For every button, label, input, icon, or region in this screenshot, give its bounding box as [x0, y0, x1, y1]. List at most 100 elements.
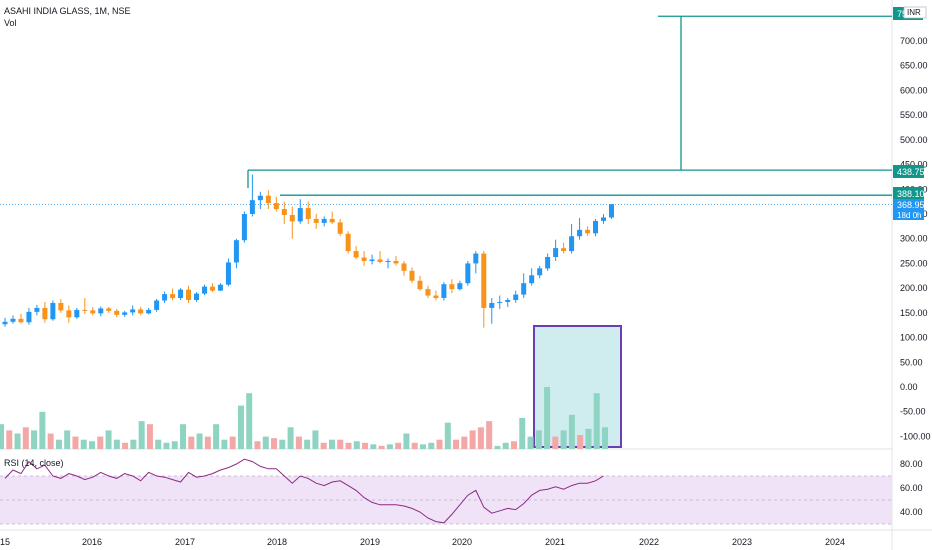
- volume-bar: [502, 442, 509, 449]
- candle-body: [74, 309, 80, 318]
- volume-bar: [138, 421, 145, 449]
- candle-body: [217, 284, 223, 291]
- candle-body: [170, 294, 176, 299]
- volume-bar: [196, 433, 203, 449]
- volume-bar: [345, 442, 352, 449]
- price-tick-label: 550.00: [900, 110, 928, 120]
- candle-body: [505, 300, 511, 302]
- candle-body: [305, 208, 311, 219]
- candle-body: [42, 307, 48, 320]
- volume-bar: [395, 442, 402, 449]
- currency-label: INR: [907, 8, 921, 17]
- candle-body: [26, 311, 32, 323]
- volume-bar: [113, 439, 120, 449]
- volume-bar: [378, 445, 385, 449]
- candle-body: [273, 203, 279, 210]
- candle-body: [585, 229, 591, 234]
- candle-body: [58, 302, 64, 311]
- candle-body: [18, 318, 24, 323]
- volume-bar: [0, 424, 4, 449]
- level-1-badge-text: 438.75: [897, 167, 925, 177]
- candle-body: [178, 289, 184, 299]
- plot-background: [0, 0, 892, 530]
- price-tick-label: 450.00: [900, 160, 928, 170]
- candle-body: [441, 284, 447, 299]
- candle-body: [497, 301, 503, 303]
- volume-bar: [122, 442, 129, 449]
- price-tick-label: 250.00: [900, 258, 928, 268]
- volume-bar: [105, 430, 112, 449]
- currency-box[interactable]: [903, 6, 927, 19]
- volume-bar: [229, 436, 236, 449]
- volume-bar: [585, 428, 592, 449]
- volume-bar: [72, 436, 79, 449]
- volume-bar: [80, 439, 87, 449]
- candle-body: [393, 260, 399, 264]
- candle-body: [138, 309, 144, 314]
- volume-bar: [246, 393, 253, 449]
- candle-body: [313, 218, 319, 223]
- rsi-axis[interactable]: 80.00 60.00 40.00: [900, 459, 923, 517]
- candle-body: [345, 233, 351, 252]
- volume-bar: [155, 439, 162, 449]
- volume-bar: [146, 424, 153, 449]
- volume-bar: [328, 439, 335, 449]
- candle-body: [82, 309, 88, 311]
- volume-bar: [593, 393, 600, 449]
- volume-bar: [560, 430, 567, 449]
- candle-body: [409, 270, 415, 281]
- volume-bar: [486, 421, 493, 449]
- candle-body: [385, 260, 391, 262]
- price-tick-label: 100.00: [900, 333, 928, 343]
- rsi-tick-label: 40.00: [900, 507, 923, 517]
- last-price-badge: [893, 199, 924, 220]
- volume-bar: [453, 439, 460, 449]
- candle-body: [281, 209, 287, 215]
- volume-bar: [213, 424, 220, 449]
- candle-body: [489, 302, 495, 308]
- time-tick-label: 2022: [639, 537, 659, 547]
- candle-body: [577, 229, 583, 237]
- rsi-layer: [0, 458, 892, 525]
- price-tick-label: 600.00: [900, 85, 928, 95]
- candle-body: [90, 310, 96, 314]
- price-tick-label: 700.00: [900, 36, 928, 46]
- candle-body: [146, 309, 152, 314]
- candle-body: [241, 214, 247, 241]
- candle-body: [545, 257, 551, 269]
- candle-body: [130, 309, 136, 313]
- volume-bar: [403, 433, 410, 449]
- candle-layer: [2, 174, 614, 328]
- candle-body: [569, 236, 575, 252]
- volume-bar: [419, 444, 426, 449]
- price-tick-label: 300.00: [900, 234, 928, 244]
- time-tick-label: 2018: [267, 537, 287, 547]
- level-2-badge-text: 388.10: [897, 189, 925, 199]
- candle-body: [433, 295, 439, 299]
- candle-body: [329, 218, 335, 223]
- candle-body: [361, 257, 367, 261]
- time-axis[interactable]: 15 2016 2017 2018 2019 2020 2021 2022 2023 2024: [0, 537, 845, 547]
- price-tick-label: 150.00: [900, 308, 928, 318]
- time-tick-label: 2019: [360, 537, 380, 547]
- volume-bar: [602, 427, 608, 449]
- volume-bar: [494, 445, 501, 449]
- volume-bar: [552, 436, 559, 449]
- volume-label: Vol: [4, 18, 17, 28]
- candle-body: [154, 300, 160, 310]
- candle-body: [202, 286, 207, 294]
- levels-layer: [0, 15, 892, 205]
- time-tick-label: 2016: [82, 537, 102, 547]
- volume-bar: [204, 436, 211, 449]
- candle-body: [337, 222, 343, 234]
- candle-body: [257, 195, 263, 201]
- volume-bar: [39, 411, 46, 449]
- volume-bar: [461, 436, 468, 449]
- last-price-text: 368.95: [897, 200, 925, 210]
- candle-body: [457, 283, 463, 290]
- volume-bar: [295, 436, 302, 449]
- price-tick-label: -50.00: [900, 407, 926, 417]
- volume-bar: [386, 444, 393, 449]
- price-axis[interactable]: 700.00650.00600.00550.00500.00450.00400.…: [900, 36, 931, 441]
- volume-bar: [544, 387, 551, 449]
